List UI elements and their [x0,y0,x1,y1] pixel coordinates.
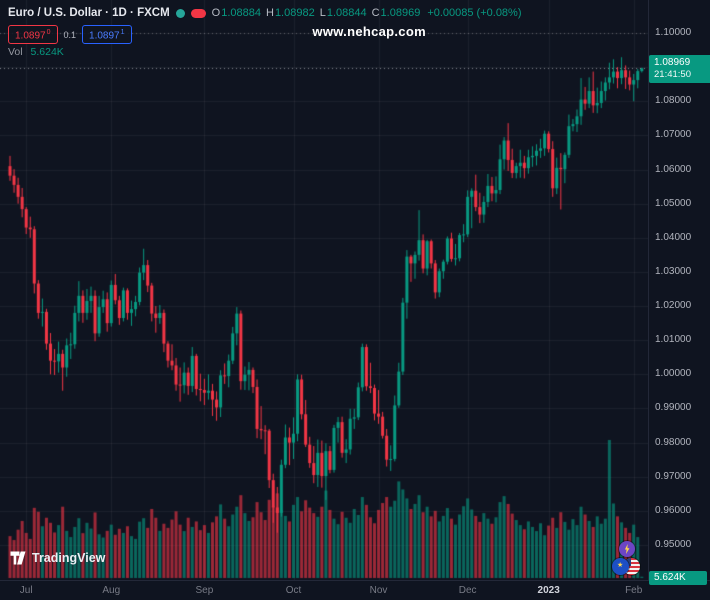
price-axis-label: 1.00000 [655,368,692,380]
time-axis-label: Oct [285,585,302,596]
price-axis-label: 0.97000 [655,470,692,482]
price-axis-label: 1.04000 [655,231,692,243]
close-value: 1.08969 [380,7,421,19]
time-axis-label: Nov [369,585,388,596]
last-price: 1.08969 [654,57,691,69]
watermark: www.nehcap.com [312,24,426,39]
price-axis-label: 0.99000 [655,402,692,414]
sell-button[interactable]: 1.08970 [8,25,58,45]
time-axis-label: Aug [102,585,121,596]
high-value: 1.08982 [274,7,315,19]
tradingview-logo-icon [10,551,26,565]
price-axis-label: 1.02000 [655,300,692,312]
last-price-badge: 1.08969 21:41:50 [649,55,710,84]
eu-flag-icon [612,558,629,575]
open-value: 1.08884 [221,7,261,19]
low-value: 1.08844 [326,7,367,19]
time-axis-label: Feb [625,585,643,596]
ohlc-readout: O 1.08884 H 1.08982 L 1.08844 C 1.08969 … [212,7,522,19]
change-value: +0.00085 (+0.08%) [427,7,522,19]
volume-label: Vol [8,46,23,58]
time-axis-label: 2023 [537,585,560,596]
price-axis[interactable]: 1.100001.090001.080001.070001.060001.050… [648,0,710,580]
status-dot-icon [175,8,185,18]
time-axis-label: Dec [458,585,477,596]
price-axis-label: 1.07000 [655,129,692,141]
symbol-title[interactable]: Euro / U.S. Dollar · 1D · FXCM [8,7,170,19]
open-label: O [211,7,221,19]
buy-price: 1.0897 [89,30,120,42]
volume-legend: Vol 5.624K [8,46,64,58]
trade-buttons: 1.08970 0.1 1.08971 [8,25,132,45]
time-axis[interactable]: Jul Aug Sep Oct Nov Dec 2023 Feb [0,580,710,600]
tradingview-logo-text: TradingView [32,551,106,565]
lightning-button[interactable] [619,541,635,557]
close-label: C [371,7,380,19]
menu-pill-icon[interactable] [190,8,206,18]
tradingview-logo[interactable]: TradingView [10,551,105,565]
time-axis-label: Jul [19,585,33,596]
volume-value: 5.624K [30,46,64,58]
floating-buttons [612,541,640,575]
price-axis-label: 1.08000 [655,95,692,107]
high-label: H [265,7,274,19]
price-axis-label: 1.01000 [655,334,692,346]
price-axis-label: 1.03000 [655,265,692,277]
sell-price: 1.0897 [15,30,46,42]
price-axis-label: 0.96000 [655,504,692,516]
price-axis-label: 1.05000 [655,197,692,209]
volume-axis-badge: 5.624K [649,571,707,585]
price-axis-label: 0.95000 [655,539,692,550]
spread-value: 0.1 [63,29,77,40]
price-axis-label: 1.06000 [655,163,692,175]
legend: Euro / U.S. Dollar · 1D · FXCM O 1.08884… [8,7,522,19]
buy-price-sup: 1 [120,29,125,36]
lightning-icon [624,544,630,554]
time-axis-label: Sep [195,585,214,596]
price-axis-label: 1.10000 [655,27,692,38]
currency-pair-flags-button[interactable] [612,558,640,575]
bar-countdown: 21:41:50 [654,69,691,81]
buy-button[interactable]: 1.08971 [82,25,132,45]
price-axis-label: 0.98000 [655,436,692,448]
sell-price-sup: 0 [46,29,51,36]
low-label: L [319,7,326,19]
